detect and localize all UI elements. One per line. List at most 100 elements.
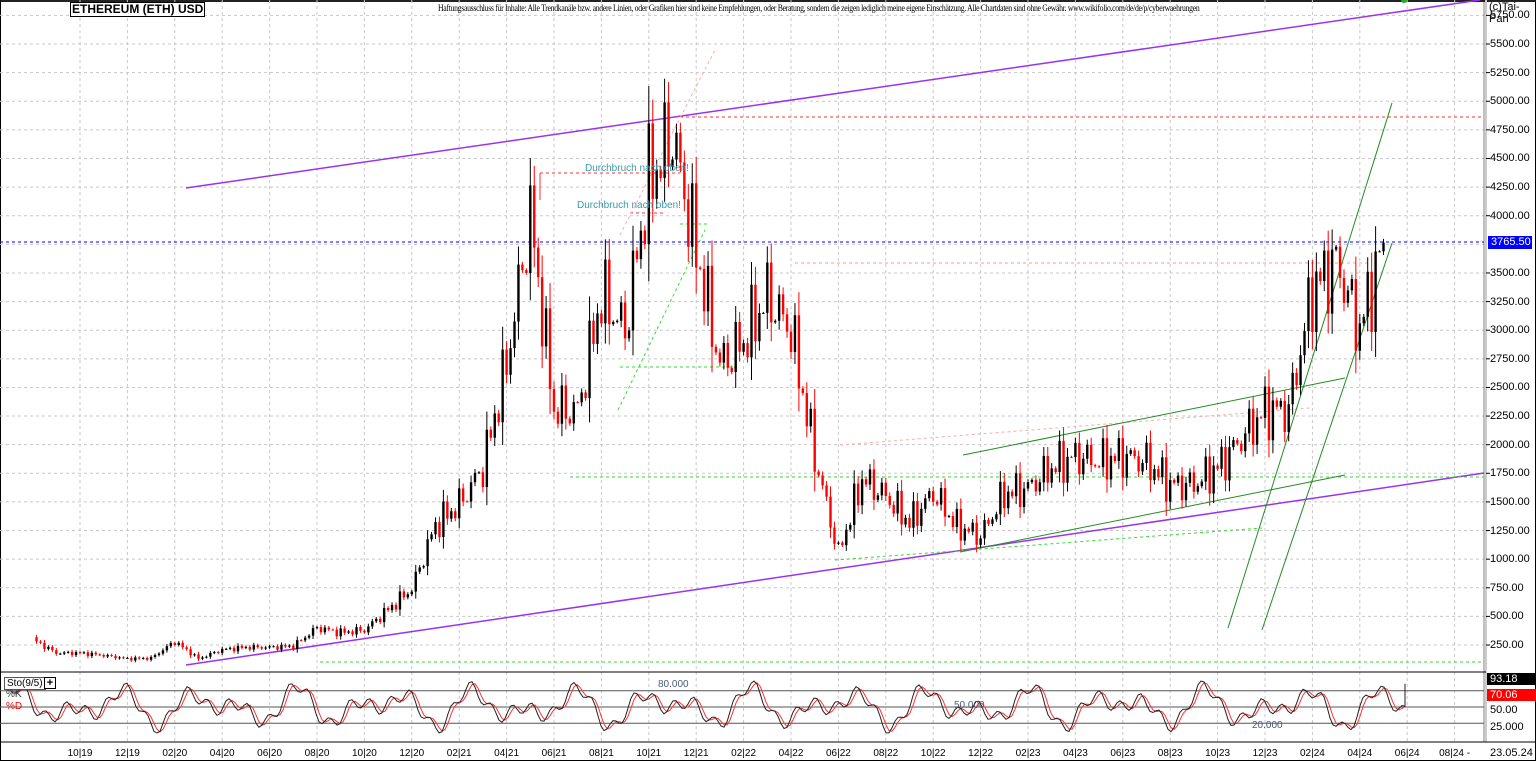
candle-body [714, 346, 718, 353]
time-axis-label: 02|24 [1299, 748, 1325, 759]
candle-body [1307, 277, 1310, 332]
candle-body [446, 501, 449, 519]
candle-body [517, 264, 520, 322]
candle-body [1263, 386, 1267, 418]
candle-body [209, 652, 212, 657]
candle-body [979, 538, 982, 545]
candle-body [414, 571, 417, 592]
candle-body [655, 169, 658, 199]
candle-body [296, 640, 299, 650]
candle-body [501, 349, 504, 423]
candle-body [853, 483, 856, 525]
candle-body [825, 485, 828, 497]
candle-body [1105, 438, 1109, 480]
candle-body [394, 604, 398, 610]
candle-body [1078, 442, 1081, 475]
candle-body [584, 392, 587, 399]
candle-body [647, 123, 650, 245]
candle-body [181, 642, 184, 648]
time-axis-label: 12|21 [683, 748, 709, 759]
candle-body [454, 511, 457, 519]
candle-body [1050, 468, 1053, 483]
candle-body [205, 656, 208, 658]
candle-body [860, 479, 864, 506]
last-date-label: 23.05.24 [1490, 747, 1533, 759]
candle-body [1267, 386, 1271, 441]
candle-body [493, 413, 496, 438]
candle-body [240, 645, 244, 648]
candle-body [118, 657, 121, 659]
stochastic-axis-50: 50.00 [1490, 704, 1518, 716]
candle-body [1180, 475, 1184, 501]
candle-body [1082, 458, 1085, 475]
price-axis-label: 5500.00 [1490, 38, 1530, 50]
candle-body [845, 529, 848, 546]
candle-body [1196, 486, 1200, 492]
candle-body [888, 496, 891, 505]
candle-body [35, 637, 38, 642]
candle-body [1330, 249, 1334, 314]
disclaimer-text: Haftungsausschluss für Inhalte: Alle Tre… [438, 3, 1200, 13]
candle-body [971, 522, 974, 532]
price-axis-label: 2500.00 [1490, 381, 1530, 394]
candle-body [1014, 473, 1018, 497]
candle-body [734, 321, 737, 372]
candle-body [303, 637, 307, 641]
time-axis-label: 10|22 [920, 748, 946, 759]
candle-body [750, 284, 753, 358]
candle-body [1350, 279, 1354, 291]
candle-body [1011, 491, 1014, 497]
candle-body [1113, 455, 1117, 461]
time-axis-label: 06|22 [825, 748, 851, 759]
candle-body [722, 342, 726, 363]
candle-body [1157, 469, 1160, 478]
price-axis-label: 4000.00 [1490, 209, 1530, 222]
candle-body [987, 519, 990, 524]
trend-line-green-dotted [834, 527, 1263, 561]
price-axis-label: 250.00 [1490, 639, 1524, 652]
candle-body [864, 479, 868, 485]
candle-body [821, 475, 824, 486]
candle-body [631, 250, 635, 331]
stochastic-level-20: 20.000 [1252, 720, 1283, 731]
stochastic-level-50: 50.000 [954, 700, 985, 711]
candle-body [1165, 457, 1168, 502]
candle-body [552, 389, 556, 412]
expand-plus-icon[interactable]: + [44, 677, 56, 689]
price-axis-label: 3500.00 [1490, 266, 1530, 279]
candle-body [63, 652, 66, 654]
candle-body [675, 132, 678, 160]
candle-body [1342, 277, 1346, 303]
candle-body [872, 469, 876, 500]
price-axis-label: 4750.00 [1490, 123, 1530, 136]
candle-body [1141, 462, 1144, 472]
candle-body [98, 654, 101, 656]
candle-body [537, 247, 540, 278]
candle-body [1038, 482, 1042, 492]
candle-body [1188, 472, 1192, 483]
candle-body [710, 265, 714, 347]
candle-body [78, 652, 82, 654]
candle-body [995, 514, 998, 520]
candle-body [497, 413, 500, 423]
candle-body [1046, 455, 1049, 483]
candle-body [74, 652, 78, 656]
candle-body [1224, 446, 1227, 481]
candle-body [616, 320, 619, 322]
candle-body [1030, 479, 1034, 483]
candle-body [529, 185, 532, 274]
price-axis-label: 5250.00 [1490, 66, 1530, 79]
candle-body [1374, 251, 1377, 332]
candle-body [908, 517, 911, 528]
candle-body [288, 645, 291, 647]
candle-body [213, 652, 216, 654]
candle-body [66, 651, 70, 653]
candle-body [1319, 271, 1322, 282]
time-axis-label: 12|23 [1252, 748, 1278, 759]
candle-body [343, 628, 346, 633]
candle-body [939, 488, 943, 505]
candle-body [1287, 404, 1290, 432]
price-axis-label: 5750.00 [1490, 9, 1530, 22]
candle-body [485, 429, 489, 488]
